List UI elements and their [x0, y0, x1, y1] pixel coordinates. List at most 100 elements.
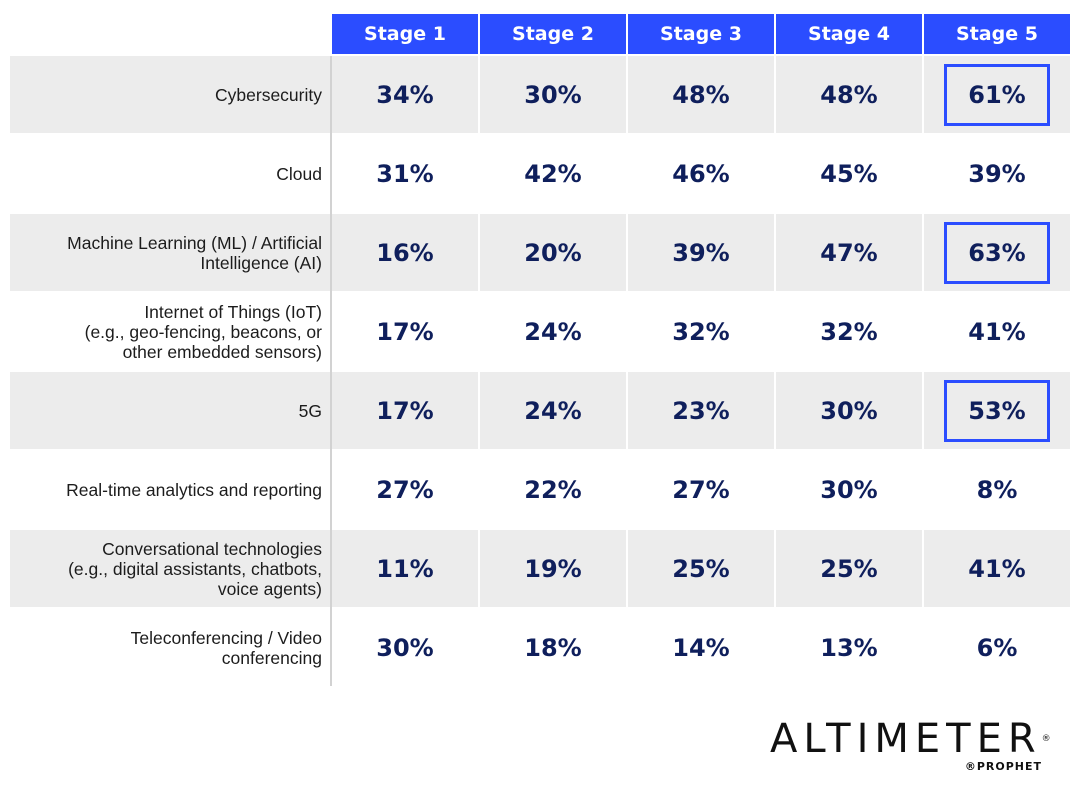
- value-cell: 34%: [330, 54, 479, 134]
- cell-value: 39%: [672, 238, 730, 267]
- value-cell: 17%: [330, 291, 479, 371]
- logo-brand-text: ALTIMETER: [770, 716, 1042, 762]
- value-cell: 20%: [478, 212, 627, 292]
- cell-value: 32%: [672, 317, 730, 346]
- value-cell: 41%: [922, 528, 1070, 608]
- table-row: Cloud 31% 42% 46% 45% 39%: [10, 133, 1070, 213]
- value-cell: 63%: [922, 212, 1070, 292]
- cell-value: 6%: [976, 633, 1018, 662]
- logo-wordmark: ALTIMETER®: [770, 716, 1051, 762]
- cell-value: 30%: [820, 475, 878, 504]
- value-cell: 27%: [330, 449, 479, 529]
- data-table: Stage 1 Stage 2 Stage 3 Stage 4 Stage 5 …: [10, 14, 1070, 686]
- cell-value: 11%: [376, 554, 434, 583]
- highlighted-value: 63%: [944, 221, 1050, 284]
- value-cell: 19%: [478, 528, 627, 608]
- value-cell: 22%: [478, 449, 627, 529]
- logo-subtitle: ®PROPHET: [964, 760, 1042, 773]
- table-row: Internet of Things (IoT) (e.g., geo-fenc…: [10, 291, 1070, 371]
- cell-value: 8%: [976, 475, 1018, 504]
- table-row: Real-time analytics and reporting 27% 22% 2…: [10, 449, 1070, 529]
- value-cell: 6%: [922, 607, 1070, 686]
- altimeter-logo: ALTIMETER® ®PROPHET: [770, 716, 1051, 773]
- column-header: Stage 2: [478, 14, 627, 55]
- value-cell: 30%: [478, 54, 627, 134]
- table-row: 5G 17% 24% 23% 30% 53%: [10, 370, 1070, 450]
- cell-value: 24%: [524, 396, 582, 425]
- cell-value: 45%: [820, 159, 878, 188]
- cell-value: 30%: [524, 80, 582, 109]
- row-label: Real-time analytics and reporting: [10, 449, 332, 529]
- table-row: Teleconferencing / Video conferencing 30%…: [10, 607, 1070, 686]
- table-row: Machine Learning (ML) / Artificial Intel…: [10, 212, 1070, 292]
- value-cell: 30%: [774, 449, 923, 529]
- value-cell: 32%: [774, 291, 923, 371]
- value-cell: 42%: [478, 133, 627, 213]
- row-label: Conversational technologies (e.g., digit…: [10, 528, 332, 608]
- value-cell: 13%: [774, 607, 923, 686]
- header-row: Stage 1 Stage 2 Stage 3 Stage 4 Stage 5: [10, 14, 1070, 55]
- cell-value: 17%: [376, 396, 434, 425]
- cell-value: 17%: [376, 317, 434, 346]
- cell-value: 34%: [376, 80, 434, 109]
- table-body: Cybersecurity 34% 30% 48% 48% 61% Cloud 31% 42% 4…: [10, 54, 1070, 686]
- cell-value: 19%: [524, 554, 582, 583]
- cell-value: 22%: [524, 475, 582, 504]
- column-header: Stage 3: [626, 14, 775, 55]
- table-row: Cybersecurity 34% 30% 48% 48% 61%: [10, 54, 1070, 134]
- value-cell: 53%: [922, 370, 1070, 450]
- value-cell: 30%: [330, 607, 479, 686]
- value-cell: 61%: [922, 54, 1070, 134]
- header-corner: [10, 14, 331, 55]
- row-label: Cloud: [10, 133, 332, 213]
- value-cell: 14%: [626, 607, 775, 686]
- highlighted-value: 53%: [944, 379, 1050, 442]
- value-cell: 41%: [922, 291, 1070, 371]
- value-cell: 39%: [922, 133, 1070, 213]
- cell-value: 20%: [524, 238, 582, 267]
- value-cell: 27%: [626, 449, 775, 529]
- cell-value: 30%: [376, 633, 434, 662]
- value-cell: 25%: [774, 528, 923, 608]
- value-cell: 24%: [478, 370, 627, 450]
- value-cell: 31%: [330, 133, 479, 213]
- value-cell: 45%: [774, 133, 923, 213]
- row-label: Machine Learning (ML) / Artificial Intel…: [10, 212, 332, 292]
- value-cell: 23%: [626, 370, 775, 450]
- cell-value: 42%: [524, 159, 582, 188]
- cell-value: 27%: [376, 475, 434, 504]
- cell-value: 13%: [820, 633, 878, 662]
- cell-value: 25%: [672, 554, 730, 583]
- cell-value: 14%: [672, 633, 730, 662]
- value-cell: 47%: [774, 212, 923, 292]
- cell-value: 27%: [672, 475, 730, 504]
- value-cell: 11%: [330, 528, 479, 608]
- value-cell: 25%: [626, 528, 775, 608]
- row-label: Internet of Things (IoT) (e.g., geo-fenc…: [10, 291, 332, 371]
- value-cell: 16%: [330, 212, 479, 292]
- value-cell: 46%: [626, 133, 775, 213]
- cell-value: 31%: [376, 159, 434, 188]
- cell-value: 16%: [376, 238, 434, 267]
- table-row: Conversational technologies (e.g., digit…: [10, 528, 1070, 608]
- cell-value: 30%: [820, 396, 878, 425]
- value-cell: 24%: [478, 291, 627, 371]
- value-cell: 48%: [774, 54, 923, 134]
- cell-value: 18%: [524, 633, 582, 662]
- cell-value: 24%: [524, 317, 582, 346]
- cell-value: 48%: [672, 80, 730, 109]
- column-header: Stage 4: [774, 14, 923, 55]
- column-header: Stage 5: [922, 14, 1070, 55]
- cell-value: 39%: [968, 159, 1026, 188]
- cell-value: 32%: [820, 317, 878, 346]
- value-cell: 30%: [774, 370, 923, 450]
- cell-value: 41%: [968, 317, 1026, 346]
- value-cell: 48%: [626, 54, 775, 134]
- highlighted-value: 61%: [944, 63, 1050, 126]
- cell-value: 47%: [820, 238, 878, 267]
- cell-value: 23%: [672, 396, 730, 425]
- cell-value: 48%: [820, 80, 878, 109]
- cell-value: 25%: [820, 554, 878, 583]
- value-cell: 32%: [626, 291, 775, 371]
- row-label: Teleconferencing / Video conferencing: [10, 607, 332, 686]
